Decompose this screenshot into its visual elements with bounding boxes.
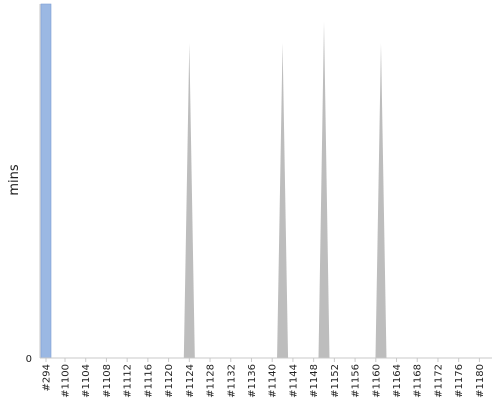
y-axis-title: mins	[7, 164, 22, 196]
x-tick-label: #1104	[81, 364, 92, 398]
x-tick-label: #1160	[371, 364, 382, 398]
y-tick-label: 0	[26, 354, 32, 365]
x-ticks: #294 #1100 #1104 #1108 #1112 #1116 #1120 #1124 #…	[42, 358, 486, 398]
x-tick-label: #1152	[330, 364, 341, 398]
x-tick-label: #1132	[226, 364, 237, 398]
bar-layer	[40, 3, 52, 359]
x-tick-label: #1148	[309, 364, 320, 398]
x-tick-label: #1128	[206, 364, 217, 398]
x-tick-label: #1108	[102, 364, 113, 398]
x-tick-label: #1168	[413, 364, 424, 398]
axes	[39, 4, 492, 359]
y-ticks: 0	[26, 354, 32, 365]
x-tick-label: #1124	[185, 364, 196, 398]
x-tick-label: #294	[42, 364, 53, 391]
spike-1142	[277, 42, 289, 358]
x-tick-label: #1140	[268, 364, 279, 398]
x-tick-label: #1156	[351, 364, 362, 398]
x-tick-label: #1172	[433, 364, 444, 398]
x-tick-label: #1180	[475, 364, 486, 398]
spike-1124	[183, 42, 195, 358]
x-tick-label: #1100	[61, 364, 72, 398]
bar-294	[40, 3, 52, 359]
x-tick-label: #1116	[143, 364, 154, 398]
x-tick-label: #1164	[392, 364, 403, 398]
spike-1161	[375, 42, 387, 358]
spike-layer	[183, 21, 387, 358]
x-tick-label: #1112	[123, 364, 134, 398]
x-tick-label: #1176	[454, 364, 465, 398]
x-tick-label: #1120	[164, 364, 175, 398]
x-tick-label: #1136	[247, 364, 258, 398]
x-tick-label: #1144	[288, 364, 299, 398]
spike-1150	[318, 21, 330, 358]
